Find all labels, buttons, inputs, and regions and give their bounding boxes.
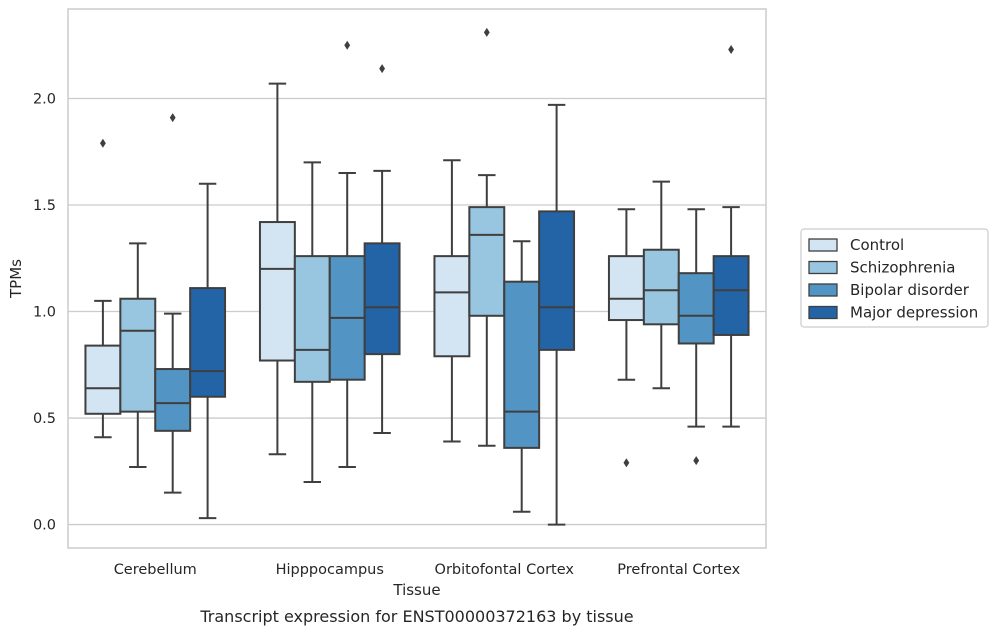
box-iqr: [119, 297, 157, 413]
box-major-depression: [712, 44, 750, 428]
box-bipolar-disorder: [154, 113, 192, 494]
boxes: [84, 27, 750, 526]
box-bipolar-disorder: [503, 240, 541, 513]
y-tick-label: 1.5: [33, 198, 56, 214]
outlier-point: [623, 458, 630, 468]
box-iqr: [712, 255, 750, 336]
y-tick-label: 2.0: [33, 91, 56, 107]
box-iqr: [84, 344, 122, 415]
box-schizophrenia: [293, 161, 331, 483]
outlier-point: [169, 113, 176, 123]
legend: Control Schizophrenia Bipolar disorder Majo…: [800, 228, 989, 328]
x-tick-label: Prefrontal Cortex: [617, 562, 740, 578]
legend-label: Schizophrenia: [850, 259, 955, 277]
outlier-point: [99, 138, 106, 148]
outlier-point: [483, 27, 490, 37]
y-tick-label: 0.0: [33, 518, 56, 534]
box-iqr: [293, 255, 331, 383]
box-control: [84, 138, 122, 439]
figure-caption: Transcript expression for ENST0000037216…: [199, 607, 633, 626]
box-iqr: [677, 272, 715, 345]
box-iqr: [503, 280, 541, 449]
legend-label: Major depression: [850, 304, 978, 322]
box-iqr: [433, 255, 471, 358]
box-bipolar-disorder: [677, 208, 715, 466]
box-iqr: [642, 248, 680, 326]
box-major-depression: [538, 103, 576, 526]
outlier-point: [693, 456, 700, 466]
outlier-point: [344, 40, 351, 50]
legend-swatch: [808, 238, 838, 252]
y-tick-labels: 0.0 0.5 1.0 1.5 2.0: [33, 91, 56, 533]
plot-area-frame: [67, 8, 767, 549]
x-tick-label: Orbitofontal Cortex: [435, 562, 575, 578]
box-major-depression: [363, 64, 401, 434]
box-iqr: [363, 242, 401, 356]
outlier-point: [379, 64, 386, 74]
box-schizophrenia: [119, 242, 157, 469]
box-iqr: [189, 287, 227, 398]
legend-label: Control: [850, 236, 904, 254]
box-iqr: [468, 206, 506, 317]
x-tick-labels: Cerebellum Hipppocampus Orbitofontal Corte…: [114, 562, 741, 578]
box-major-depression: [189, 182, 227, 520]
legend-frame: [800, 228, 989, 328]
outlier-point: [728, 44, 735, 54]
box-control: [433, 159, 471, 443]
legend-swatch: [808, 260, 838, 275]
x-tick-label: Hipppocampus: [276, 562, 384, 578]
box-schizophrenia: [642, 180, 680, 390]
box-control: [607, 208, 645, 468]
box-control: [258, 82, 296, 456]
x-axis-title: Tissue: [392, 581, 440, 599]
box-bipolar-disorder: [328, 40, 366, 469]
legend-label: Bipolar disorder: [850, 281, 970, 299]
box-iqr: [607, 255, 645, 322]
y-tick-label: 0.5: [33, 411, 56, 427]
y-tick-label: 1.0: [33, 305, 56, 321]
box-iqr: [154, 368, 192, 432]
x-tick-label: Cerebellum: [114, 562, 197, 578]
legend-swatch: [808, 305, 838, 320]
box-iqr: [538, 210, 576, 351]
y-axis-title: TPMs: [7, 259, 25, 299]
legend-swatch: [808, 283, 838, 297]
box-iqr: [258, 221, 296, 362]
box-schizophrenia: [468, 27, 506, 447]
